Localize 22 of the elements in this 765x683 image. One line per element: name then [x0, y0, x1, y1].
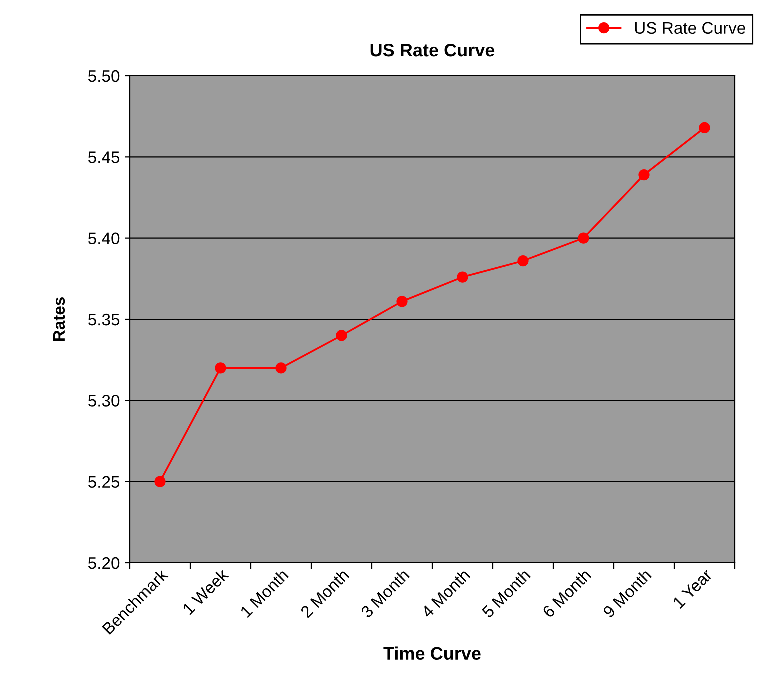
point [396, 296, 408, 308]
point [578, 232, 590, 244]
chart-title: US Rate Curve [370, 44, 495, 57]
point [638, 169, 650, 181]
y-tick-label: 5.20 [88, 557, 120, 570]
x-axis-title: Time Curve [384, 646, 481, 660]
y-tick-label: 5.45 [88, 152, 120, 164]
point [336, 330, 348, 342]
y-tick-label: 5.40 [88, 232, 120, 245]
y-tick-label: 5.35 [88, 314, 120, 326]
legend-label: US Rate Curve [635, 22, 746, 34]
x-tick-label: 1 Year [672, 568, 714, 610]
y-tick-label: 5.50 [88, 70, 120, 82]
point [699, 122, 710, 134]
y-axis-title: Rates [53, 297, 66, 342]
point [154, 476, 166, 488]
point [457, 272, 468, 283]
point [276, 362, 287, 374]
point [215, 362, 226, 374]
y-tick-label: 5.30 [88, 395, 120, 407]
y-tick-label: 5.25 [88, 476, 120, 488]
point [518, 256, 529, 267]
